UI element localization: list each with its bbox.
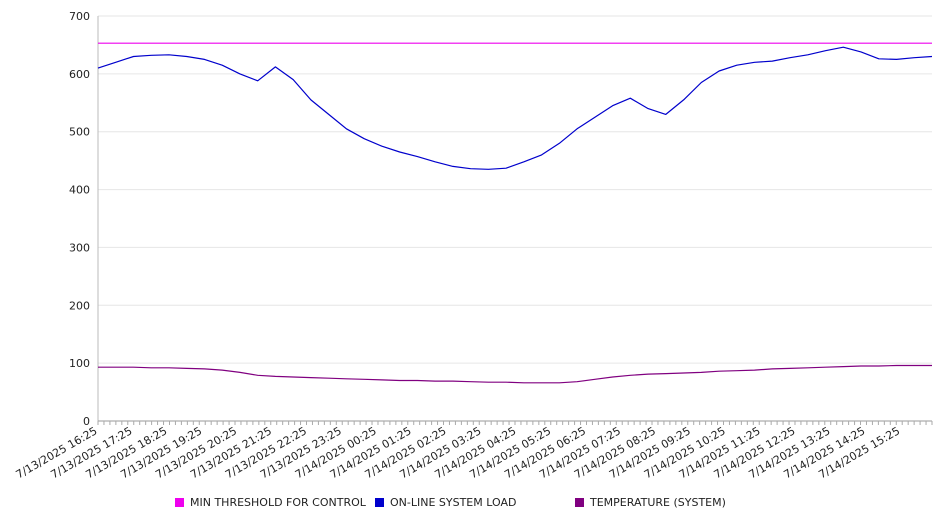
y-tick-label: 400	[69, 184, 90, 197]
legend-label-min-threshold: MIN THRESHOLD FOR CONTROL	[190, 496, 366, 509]
legend-item-system-load[interactable]: ON-LINE SYSTEM LOAD	[375, 496, 516, 509]
y-tick-label: 600	[69, 68, 90, 81]
legend-label-temperature: TEMPERATURE (SYSTEM)	[590, 496, 726, 509]
legend: MIN THRESHOLD FOR CONTROL ON-LINE SYSTEM…	[0, 496, 946, 516]
y-tick-label: 0	[83, 415, 90, 428]
y-tick-label: 300	[69, 241, 90, 254]
gridlines	[98, 15, 932, 364]
series-line-2	[98, 364, 932, 384]
legend-swatch-min-threshold	[175, 498, 184, 507]
legend-swatch-temperature	[575, 498, 584, 507]
y-axis-ticks: 0 100 200 300 400 500 600 700	[69, 10, 90, 428]
series-lines	[97, 42, 933, 384]
legend-label-system-load: ON-LINE SYSTEM LOAD	[390, 496, 517, 509]
axes	[97, 16, 933, 425]
legend-item-temperature[interactable]: TEMPERATURE (SYSTEM)	[575, 496, 726, 509]
legend-item-min-threshold[interactable]: MIN THRESHOLD FOR CONTROL	[175, 496, 366, 509]
legend-swatch-system-load	[375, 498, 384, 507]
y-tick-label: 500	[69, 126, 90, 139]
y-tick-label: 700	[69, 10, 90, 23]
y-tick-label: 200	[69, 299, 90, 312]
y-tick-label: 100	[69, 357, 90, 370]
series-line-1	[97, 46, 933, 170]
x-axis-ticks: 7/13/2025 16:257/13/2025 17:257/13/2025 …	[14, 424, 903, 481]
